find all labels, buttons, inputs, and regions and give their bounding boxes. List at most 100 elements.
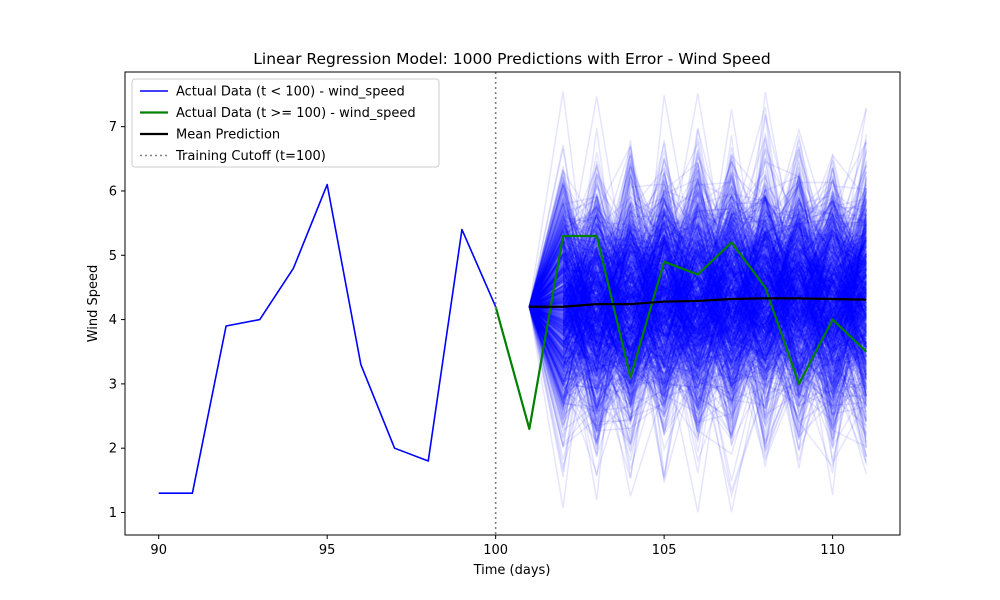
prediction-sample-line: [528, 174, 867, 387]
prediction-sample-line: [529, 164, 868, 357]
prediction-sample-line: [528, 224, 868, 399]
prediction-sample-line: [529, 194, 868, 391]
prediction-sample-line: [529, 278, 867, 418]
prediction-sample-line: [528, 253, 868, 482]
prediction-sample-line: [528, 171, 867, 400]
prediction-sample-line: [528, 195, 868, 370]
prediction-sample-line: [529, 179, 867, 501]
prediction-sample-line: [528, 210, 867, 325]
prediction-sample-line: [528, 250, 867, 333]
prediction-sample-line: [529, 232, 867, 412]
prediction-sample-line: [528, 237, 867, 363]
prediction-sample-line: [528, 162, 868, 386]
prediction-sample-line: [528, 193, 868, 372]
prediction-sample-line: [528, 260, 867, 377]
prediction-sample-line: [528, 183, 867, 374]
mean-prediction-line: [529, 297, 867, 308]
prediction-sample-line: [529, 208, 867, 339]
prediction-sample-line: [528, 254, 867, 412]
prediction-sample-line: [529, 218, 867, 334]
prediction-sample-line: [528, 202, 867, 378]
prediction-sample-line: [528, 242, 867, 350]
prediction-sample-line: [528, 224, 868, 416]
prediction-sample-line: [528, 211, 867, 513]
prediction-sample-line: [528, 222, 867, 404]
prediction-sample-line: [528, 271, 867, 362]
prediction-sample-line: [528, 202, 868, 364]
prediction-sample-line: [528, 239, 868, 435]
prediction-sample-line: [528, 212, 867, 381]
prediction-sample-line: [528, 127, 868, 384]
prediction-sample-line: [528, 191, 868, 460]
prediction-sample-line: [528, 152, 867, 329]
prediction-sample-line: [528, 164, 867, 499]
prediction-sample-line: [528, 243, 867, 400]
prediction-sample-line: [529, 228, 867, 372]
prediction-sample-line: [528, 249, 867, 381]
prediction-sample-line: [528, 237, 868, 412]
prediction-sample-line: [529, 181, 867, 412]
prediction-sample-line: [528, 231, 868, 449]
prediction-sample-line: [529, 148, 867, 352]
prediction-sample-line: [528, 196, 867, 379]
prediction-sample-line: [529, 242, 867, 395]
prediction-sample-line: [528, 208, 867, 407]
prediction-sample-line: [529, 236, 867, 418]
prediction-sample-line: [528, 202, 867, 378]
prediction-sample-line: [528, 139, 868, 357]
prediction-sample-line: [528, 200, 867, 404]
prediction-sample-line: [528, 197, 867, 367]
prediction-sample-line: [529, 235, 867, 365]
prediction-sample-line: [528, 214, 867, 334]
prediction-sample-line: [528, 229, 868, 396]
prediction-sample-line: [528, 193, 867, 405]
y-tick-label: 4: [109, 313, 117, 328]
prediction-sample-line: [528, 224, 867, 366]
prediction-sample-line: [528, 200, 867, 406]
prediction-sample-line: [528, 187, 868, 406]
prediction-sample-line: [528, 205, 867, 358]
prediction-sample-line: [528, 241, 867, 439]
prediction-sample-line: [528, 168, 868, 448]
x-tick-label: 110: [820, 543, 845, 558]
prediction-sample-line: [528, 189, 867, 371]
prediction-sample-line: [529, 174, 867, 409]
prediction-sample-line: [528, 95, 868, 427]
prediction-sample-line: [528, 219, 868, 386]
prediction-sample-line: [528, 211, 868, 405]
prediction-sample-line: [528, 267, 867, 352]
prediction-sample-line: [528, 146, 867, 377]
prediction-sample-line: [528, 203, 867, 361]
prediction-sample-line: [529, 145, 868, 367]
prediction-sample-line: [529, 208, 867, 350]
prediction-sample-line: [528, 218, 867, 436]
prediction-sample-line: [529, 211, 867, 384]
prediction-sample-line: [528, 204, 868, 407]
prediction-sample-line: [528, 239, 867, 390]
prediction-sample-line: [528, 236, 867, 362]
prediction-sample-line: [528, 228, 867, 391]
prediction-sample-line: [528, 154, 867, 337]
prediction-sample-line: [528, 237, 867, 412]
prediction-sample-line: [529, 200, 867, 358]
prediction-sample-line: [529, 232, 867, 336]
prediction-sample-line: [528, 207, 867, 343]
prediction-sample-line: [529, 227, 868, 395]
prediction-sample-line: [528, 175, 867, 361]
prediction-sample-line: [528, 215, 867, 435]
prediction-sample-line: [528, 206, 867, 372]
prediction-sample-line: [529, 270, 867, 382]
prediction-sample-line: [528, 234, 867, 387]
prediction-sample-line: [528, 209, 868, 438]
prediction-sample-line: [528, 238, 867, 393]
prediction-sample-line: [528, 254, 867, 395]
y-tick-label: 5: [109, 249, 117, 264]
prediction-sample-line: [528, 197, 867, 397]
prediction-sample-line: [528, 220, 868, 367]
prediction-sample-line: [528, 228, 868, 406]
legend-entry-label: Mean Prediction: [176, 128, 280, 143]
prediction-sample-line: [528, 237, 867, 362]
prediction-sample-line: [528, 177, 867, 333]
prediction-sample-line: [528, 228, 867, 413]
prediction-sample-line: [528, 217, 867, 384]
